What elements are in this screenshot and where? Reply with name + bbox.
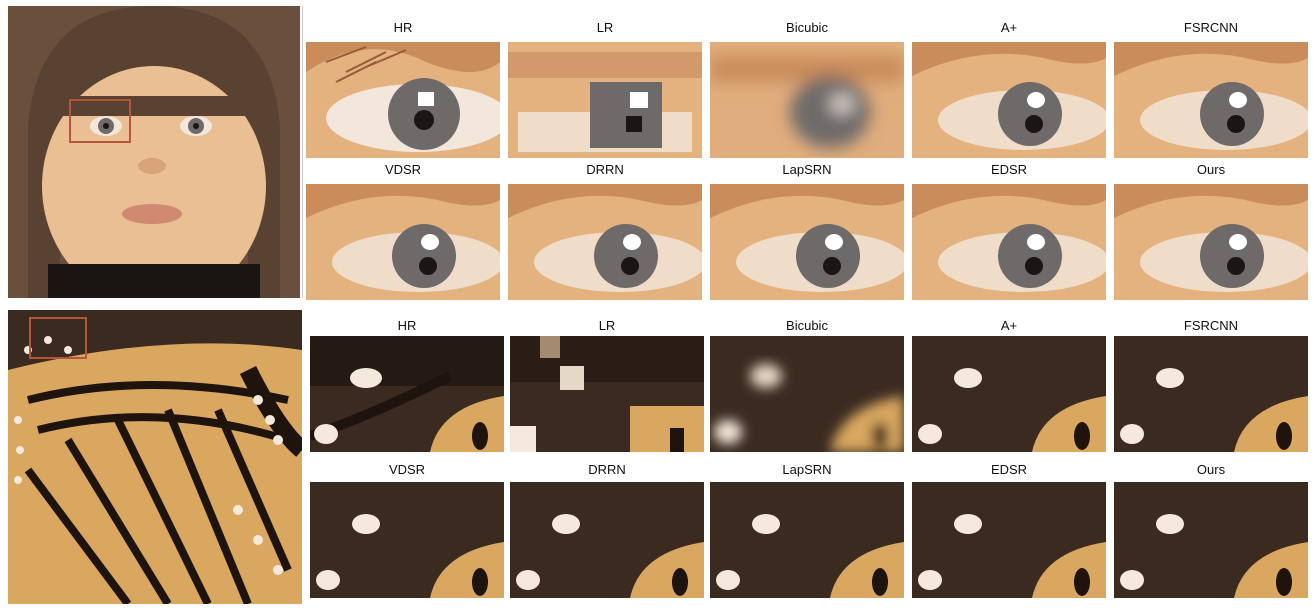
method-label: LapSRN [782, 462, 832, 477]
method-label: A+ [1000, 318, 1018, 333]
baby-patch-bicubic [710, 42, 904, 158]
butterfly-patch-aplus [912, 336, 1106, 452]
method-label: EDSR [990, 162, 1028, 177]
baby-patch-hr [306, 42, 500, 158]
method-label: HR [393, 20, 413, 35]
method-label: HR [397, 318, 417, 333]
butterfly-patch-drrn [510, 482, 704, 598]
method-label: VDSR [384, 162, 422, 177]
method-label: VDSR [388, 462, 426, 477]
butterfly-patch-edsr [912, 482, 1106, 598]
method-label: FSRCNN [1183, 20, 1239, 35]
butterfly-patch-bicubic [710, 336, 904, 452]
baby-patch-lapsrn [710, 184, 904, 300]
method-label: LR [598, 318, 616, 333]
method-label: Bicubic [786, 20, 828, 35]
butterfly-overview-image [8, 310, 302, 604]
butterfly-patch-fsrcnn [1114, 336, 1308, 452]
butterfly-patch-hr [310, 336, 504, 452]
method-label: DRRN [588, 462, 626, 477]
baby-patch-ours [1114, 184, 1308, 300]
baby-overview-image [8, 6, 300, 298]
baby-patch-vdsr [306, 184, 500, 300]
example-butterfly: HR LR [0, 308, 1314, 612]
baby-patch-aplus [912, 42, 1106, 158]
method-label: DRRN [586, 162, 624, 177]
baby-patch-fsrcnn [1114, 42, 1308, 158]
method-label: Ours [1196, 162, 1226, 177]
baby-patch-lr [508, 42, 702, 158]
example-baby: HR LR [0, 0, 1314, 304]
method-label: EDSR [990, 462, 1028, 477]
butterfly-patch-lr [510, 336, 704, 452]
baby-patch-edsr [912, 184, 1106, 300]
butterfly-patch-lapsrn [710, 482, 904, 598]
butterfly-patch-ours [1114, 482, 1308, 598]
baby-patch-drrn [508, 184, 702, 300]
divider [302, 6, 303, 298]
method-label: A+ [1000, 20, 1018, 35]
baby-patch-grid: HR LR [306, 0, 1310, 304]
method-label: FSRCNN [1183, 318, 1239, 333]
method-label: Bicubic [786, 318, 828, 333]
butterfly-patch-grid: HR LR [306, 308, 1310, 612]
method-label: LR [596, 20, 614, 35]
method-label: Ours [1196, 462, 1226, 477]
method-label: LapSRN [782, 162, 832, 177]
butterfly-patch-vdsr [310, 482, 504, 598]
